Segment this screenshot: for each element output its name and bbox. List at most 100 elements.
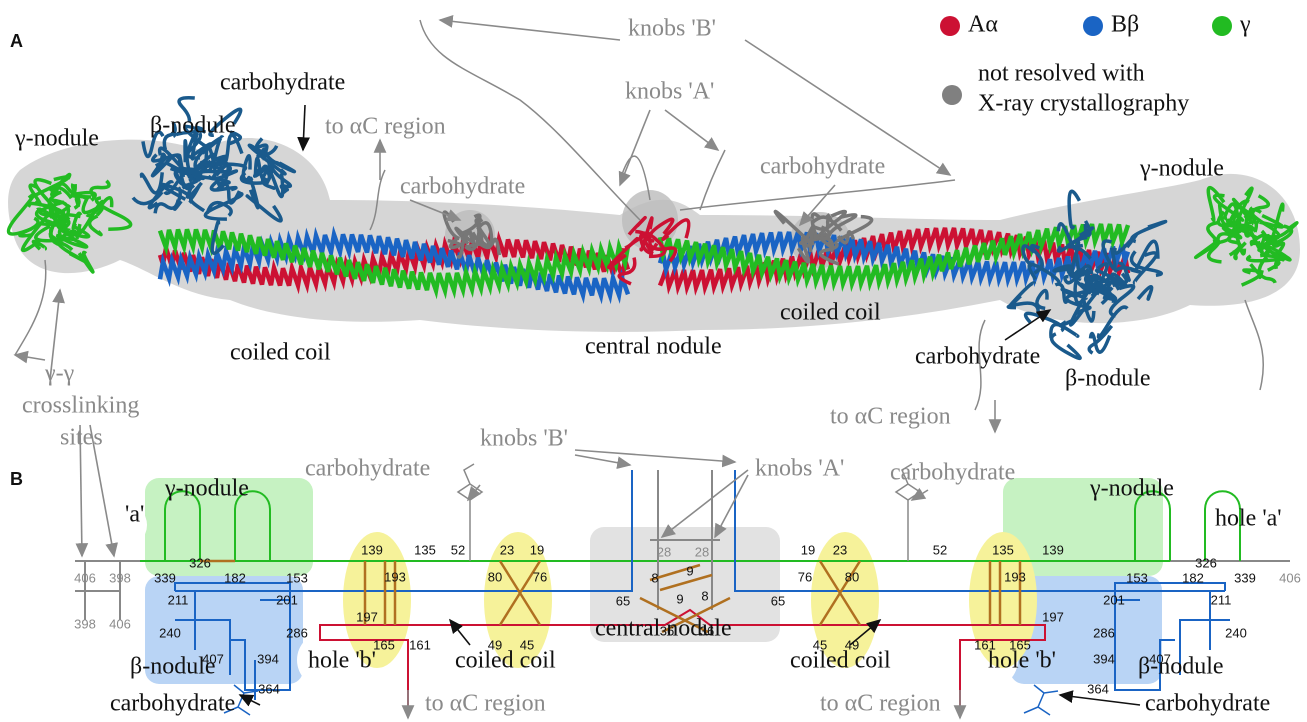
legend-swatch [940, 16, 960, 36]
label: carbohydrate [110, 691, 235, 717]
loop [15, 260, 46, 355]
label: A [10, 31, 23, 51]
arrow [575, 450, 735, 462]
label: 8 [701, 588, 708, 603]
label: knobs 'B' [480, 426, 568, 452]
arrow [450, 620, 470, 645]
label: 394 [1093, 651, 1115, 666]
label: 211 [1211, 592, 1232, 607]
label: 28 [695, 544, 709, 559]
label: γ-γ [44, 361, 75, 387]
loop [1245, 300, 1263, 390]
label: X-ray crystallography [978, 91, 1189, 117]
arrow [240, 695, 260, 705]
label: 36 [700, 623, 714, 638]
label: to αC region [325, 114, 446, 140]
label: 49 [488, 637, 502, 652]
label: 407 [202, 651, 224, 666]
label: 326 [1195, 555, 1217, 570]
label: γ-nodule [1139, 156, 1224, 182]
label: sites [60, 425, 103, 451]
label: 19 [530, 542, 544, 557]
label: 52 [933, 542, 947, 557]
label: carbohydrate [890, 460, 1015, 486]
label: hole 'b' [308, 648, 376, 674]
label: 'a' [125, 502, 144, 528]
label: 339 [154, 570, 176, 585]
legend-swatch [942, 85, 962, 105]
label: 182 [224, 570, 246, 585]
label: carbohydrate [1145, 691, 1270, 717]
label: 80 [488, 569, 502, 584]
label: central nodule [585, 334, 722, 360]
label: carbohydrate [915, 344, 1040, 370]
label: knobs 'B' [628, 16, 716, 42]
label: 394 [257, 651, 279, 666]
glycan [1024, 685, 1058, 715]
label: 65 [616, 593, 630, 608]
label: 49 [845, 637, 859, 652]
label: carbohydrate [400, 174, 525, 200]
label: 197 [1042, 609, 1064, 624]
label: 36 [660, 623, 674, 638]
label: to αC region [820, 691, 941, 717]
label: carbohydrate [220, 70, 345, 96]
label: γ-nodule [1089, 476, 1174, 502]
label: 398 [109, 570, 131, 585]
label: to αC region [830, 404, 951, 430]
label: 139 [361, 542, 383, 557]
arrow [303, 105, 305, 150]
label: 23 [500, 542, 514, 557]
label: 326 [189, 555, 211, 570]
label: knobs 'A' [625, 79, 714, 105]
label: 406 [109, 616, 131, 631]
label: knobs 'A' [755, 456, 844, 482]
label: 398 [74, 616, 96, 631]
label: γ-nodule [164, 476, 249, 502]
label: 161 [974, 637, 996, 652]
label: Aα [968, 12, 998, 38]
ribbon [1052, 334, 1081, 358]
label: 65 [771, 593, 785, 608]
label: 153 [1126, 570, 1148, 585]
label: β-nodule [1065, 366, 1151, 392]
legend-swatch [1083, 16, 1103, 36]
label: 182 [1182, 570, 1204, 585]
label: Bβ [1111, 12, 1139, 38]
label: 135 [414, 542, 436, 557]
label: β-nodule [150, 113, 236, 139]
label: crosslinking [22, 393, 139, 419]
label: 28 [657, 544, 671, 559]
arrow [665, 110, 718, 150]
label: not resolved with [978, 61, 1145, 87]
arrow [575, 455, 630, 465]
label: coiled coil [455, 648, 556, 674]
label: 165 [373, 637, 395, 652]
label: γ-nodule [14, 126, 99, 152]
label: 52 [451, 542, 465, 557]
label: carbohydrate [760, 154, 885, 180]
label: hole 'a' [1215, 506, 1282, 532]
label: 240 [159, 625, 181, 640]
label: γ [1239, 12, 1251, 38]
label: 80 [845, 569, 859, 584]
label: 45 [520, 637, 534, 652]
label: 406 [1279, 570, 1301, 585]
label: 407 [1149, 651, 1171, 666]
label: coiled coil [230, 340, 331, 366]
label: 364 [1087, 681, 1109, 696]
label: 406 [74, 570, 96, 585]
label: 135 [992, 542, 1014, 557]
label: 240 [1225, 625, 1247, 640]
arrow [15, 355, 45, 360]
label: 153 [286, 570, 308, 585]
label: 211 [168, 592, 189, 607]
label: 23 [833, 542, 847, 557]
label: 45 [813, 637, 827, 652]
label: 201 [1103, 592, 1125, 607]
loop [700, 150, 725, 210]
label: 286 [1093, 625, 1115, 640]
hole [1164, 499, 1216, 551]
label: 364 [258, 681, 280, 696]
arrow [1060, 695, 1140, 705]
